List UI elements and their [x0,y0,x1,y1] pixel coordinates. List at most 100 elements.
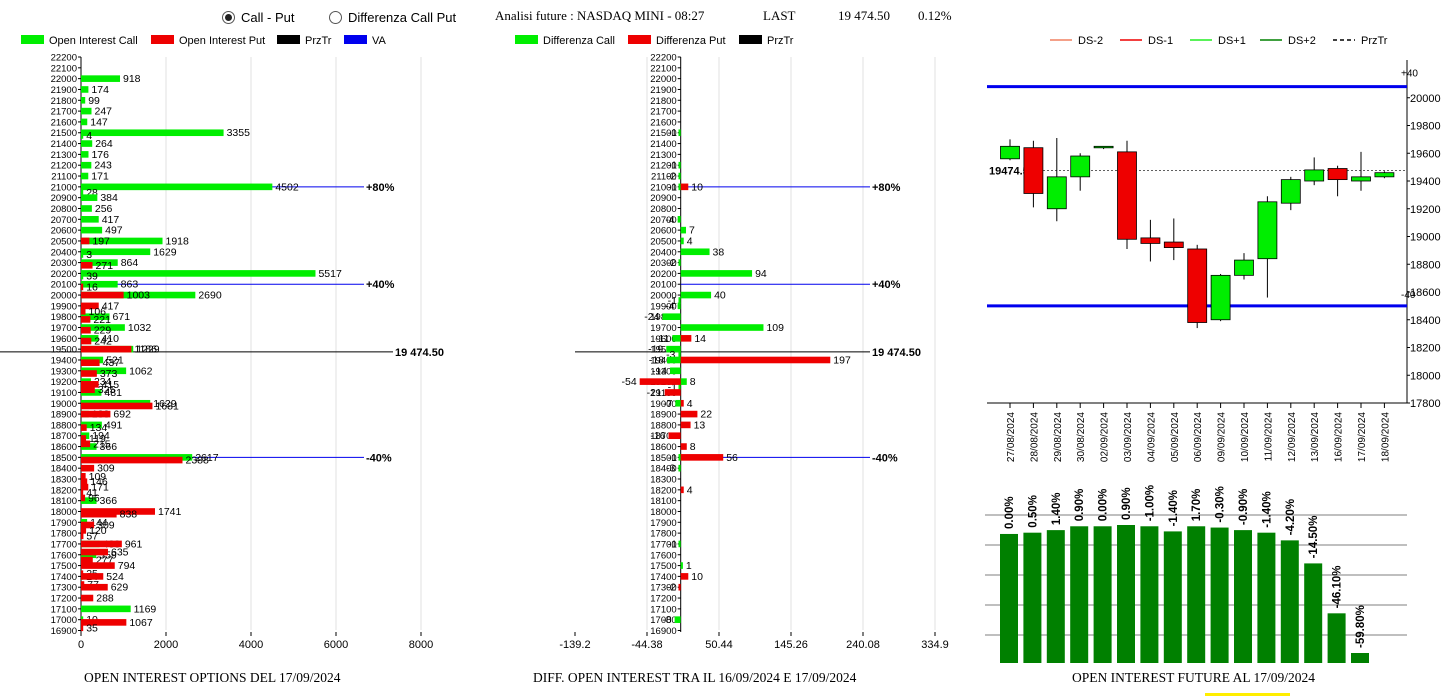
x-tick-label: 2000 [154,639,178,651]
put-bar [81,345,132,353]
y-tick-label: 18700 [650,431,676,442]
bar-value-label: 325 [98,384,116,396]
bar-value-label: 194 [92,430,110,442]
y-tick-label: 20000 [1410,93,1441,105]
legend-label: Differenza Put [656,35,726,47]
put-bar [81,594,94,602]
call-bar [678,297,681,304]
x-tick-label: -139.2 [559,639,590,651]
bar-value-label: 134 [90,422,108,434]
bar-value-label: 28 [86,187,98,199]
bar-value-label: 242 [94,336,112,348]
put-bar [664,389,681,396]
percent-label: 0.90% [1121,487,1133,520]
call-bar [81,132,84,139]
bar-value-label: 794 [118,560,136,572]
candle-body [1163,241,1184,249]
put-bar [81,440,91,448]
percent-bar [1187,526,1206,663]
x-tick-label: 05/09/2024 [1170,412,1181,462]
bar-value-label: 215 [93,438,111,450]
x-tick-label: 16/09/2024 [1334,412,1345,462]
bar-value-label: 171 [91,171,109,183]
chart3-title: OPEN INTEREST FUTURE AL 17/09/2024 [1072,670,1316,685]
bar-value-label: -54 [622,376,637,388]
put-bar [81,402,153,410]
bar-value-label: -16 [650,430,665,442]
y-tick-label: 18000 [51,507,77,518]
call-bar [81,497,97,504]
y-tick-label: 21800 [650,96,676,107]
put-bar [81,370,97,377]
percent-label: -1.40% [1168,490,1180,526]
bar-value-label: 4 [687,484,693,496]
put-bar [81,424,87,431]
put-bar [81,337,92,345]
percent-bar [1280,540,1299,663]
percent-label: 1.70% [1191,489,1203,522]
bar-value-label: 1681 [155,400,179,412]
reference-label: 19 474.50 [395,347,444,359]
chart1-title: OPEN INTEREST OPTIONS DEL 17/09/2024 [84,670,341,685]
candle-body [1210,274,1231,321]
y-tick-label: 19200 [1410,204,1441,216]
radio-unselected-icon [329,11,342,24]
x-tick-label: 06/09/2024 [1193,412,1204,462]
y-tick-label: 18200 [650,485,676,496]
call-bar [81,188,84,196]
legend-swatch [21,35,44,44]
bar-value-label: -7 [663,398,672,410]
percent-label: 1.40% [1051,493,1063,526]
y-tick-label: 18200 [1410,343,1441,355]
bar-value-label: 4 [86,130,92,142]
call-bar [678,540,681,548]
y-tick-label: 19900 [650,301,676,312]
percent-label: -1.40% [1261,491,1273,527]
call-bar [670,367,681,375]
candle-body [1117,151,1137,240]
call-bar [81,280,118,288]
call-bar [678,172,681,180]
bar-value-label: 4502 [275,181,299,193]
call-bar [678,161,681,169]
bar-value-label: 2388 [185,455,209,467]
y-tick-label: 19500 [51,345,77,356]
call-bar [680,226,687,234]
x-tick-label: 29/08/2024 [1053,412,1064,462]
y-tick-label: 21000 [650,182,676,193]
call-bar [81,107,92,115]
y-tick-label: 17800 [1410,398,1441,410]
legend-swatch [515,35,538,44]
y-tick-label: 17000 [650,615,676,626]
percent-bar [1070,526,1089,663]
y-tick-label: 21300 [650,150,676,161]
y-tick-label: 17800 [650,529,676,540]
put-bar [81,619,127,626]
bar-value-label: -3 [666,349,675,361]
y-tick-label: 19000 [51,399,77,410]
y-tick-label: 19600 [51,334,77,345]
radio-differenza[interactable]: Differenza Call Put [329,10,456,25]
bar-value-label: 629 [111,582,129,594]
call-bar [672,335,681,342]
y-tick-label: 17200 [650,594,676,605]
bar-value-label: 109 [766,322,784,334]
put-bar [81,291,124,299]
y-tick-label: 17600 [650,550,676,561]
bar-value-label: 1169 [134,603,157,615]
bar-value-label: 491 [105,419,123,431]
bar-value-label: 1186 [134,344,157,356]
y-tick-label: 18800 [51,420,77,431]
call-bar [675,399,681,407]
y-tick-label: 22000 [51,74,77,85]
bar-value-label: 481 [104,387,122,399]
percent-bar [1000,533,1018,663]
y-tick-label: 18100 [51,496,77,507]
bar-value-label: 56 [726,452,738,464]
y-tick-label: 17300 [650,583,676,594]
legend-label: DS+1 [1218,35,1246,47]
x-tick-label: 27/08/2024 [1006,412,1017,462]
bar-value-label: 109 [89,471,107,483]
candle-body [1327,168,1348,181]
radio-call-put[interactable]: Call - Put [222,10,294,25]
